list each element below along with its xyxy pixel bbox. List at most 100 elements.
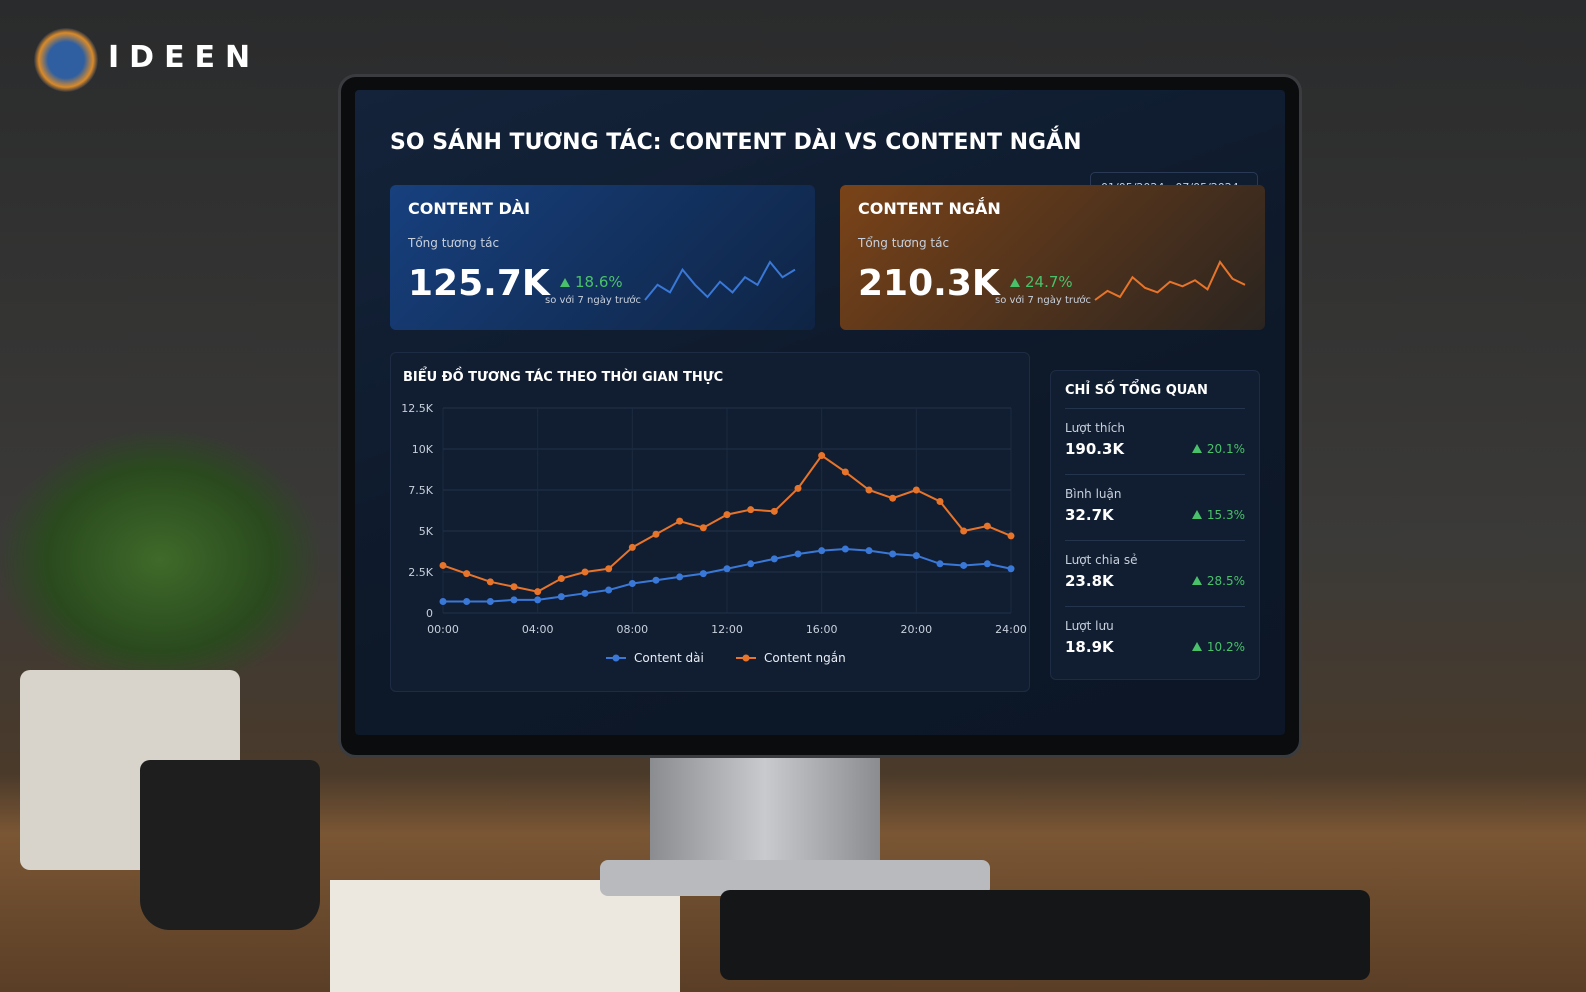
card-label: CONTENT NGẮN xyxy=(858,199,1001,218)
y-tick-label: 5K xyxy=(419,525,434,538)
monitor-stand xyxy=(650,755,880,875)
data-point xyxy=(841,545,849,553)
data-point xyxy=(510,583,518,591)
data-point xyxy=(818,547,826,555)
legend-dot xyxy=(612,654,620,662)
card-value: 210.3K xyxy=(858,263,1000,304)
x-tick-label: 24:00 xyxy=(995,623,1027,636)
data-point xyxy=(581,589,589,597)
data-point xyxy=(865,486,873,494)
data-point xyxy=(747,506,755,514)
overview-item: Lượt thích 190.3K 20.1% xyxy=(1065,409,1245,475)
change-text: 20.1% xyxy=(1206,442,1245,456)
data-point xyxy=(581,568,589,576)
data-point xyxy=(960,561,968,569)
data-point xyxy=(557,593,565,601)
data-point xyxy=(818,452,826,460)
overview-item: Bình luận 32.7K 15.3% xyxy=(1065,475,1245,541)
data-point xyxy=(605,586,613,594)
item-label: Lượt lưu xyxy=(1065,619,1114,633)
up-arrow xyxy=(1191,642,1202,651)
data-point xyxy=(652,530,660,538)
data-point xyxy=(770,507,778,515)
data-point xyxy=(628,579,636,587)
item-label: Lượt chia sẻ xyxy=(1065,553,1138,567)
card-note: so với 7 ngày trước xyxy=(545,295,641,306)
change-text: 24.7% xyxy=(1025,273,1073,291)
card-note: so với 7 ngày trước xyxy=(995,295,1091,306)
overview-item: Lượt lưu 18.9K 10.2% xyxy=(1065,607,1245,673)
data-point xyxy=(1007,532,1015,540)
x-tick-label: 08:00 xyxy=(616,623,648,636)
legend-label: Content dài xyxy=(634,651,704,665)
data-point xyxy=(841,468,849,476)
card-metric: Tổng tương tác xyxy=(408,236,500,250)
up-arrow xyxy=(1191,510,1202,519)
kpi-card: CONTENT DÀI Tổng tương tác 125.7K 18.6% so v… xyxy=(390,185,815,330)
chart-title: BIỂU ĐỒ TƯƠNG TÁC THEO THỜI GIAN THỰC xyxy=(403,367,723,385)
card-change: 24.7% xyxy=(1010,273,1073,291)
data-point xyxy=(912,486,920,494)
up-arrow xyxy=(1191,576,1202,585)
change-text: 28.5% xyxy=(1206,574,1245,588)
x-tick-label: 16:00 xyxy=(806,623,838,636)
x-tick-label: 00:00 xyxy=(427,623,459,636)
data-point xyxy=(960,527,968,535)
item-label: Lượt thích xyxy=(1065,421,1125,435)
up-arrow xyxy=(1191,444,1202,453)
change-text: 10.2% xyxy=(1206,640,1245,654)
data-point xyxy=(486,598,494,606)
data-point xyxy=(676,517,684,525)
sparkline-line xyxy=(644,260,796,301)
plant xyxy=(0,430,320,690)
data-point xyxy=(1007,565,1015,573)
data-point xyxy=(463,570,471,578)
card-value: 125.7K xyxy=(408,263,550,304)
card-metric: Tổng tương tác xyxy=(858,236,950,250)
chart: BIỂU ĐỒ TƯƠNG TÁC THEO THỜI GIAN THỰC 0 2… xyxy=(401,367,1027,665)
data-point xyxy=(723,511,731,519)
up-arrow xyxy=(560,278,570,287)
y-tick-label: 7.5K xyxy=(408,484,433,497)
item-value: 32.7K xyxy=(1065,506,1114,524)
overview-item: Lượt chia sẻ 23.8K 28.5% xyxy=(1065,541,1245,607)
data-point xyxy=(723,565,731,573)
item-value: 190.3K xyxy=(1065,440,1125,458)
data-point xyxy=(605,565,613,573)
data-point xyxy=(557,575,565,583)
mug xyxy=(140,760,320,930)
y-tick-label: 10K xyxy=(412,443,434,456)
up-arrow xyxy=(1010,278,1020,287)
legend-dot xyxy=(742,654,750,662)
data-point xyxy=(439,561,447,569)
sparkline xyxy=(644,260,796,301)
sparkline xyxy=(1094,260,1246,301)
y-tick-label: 0 xyxy=(426,607,433,620)
card-label: CONTENT DÀI xyxy=(408,199,531,218)
data-point xyxy=(794,550,802,558)
overview-panel: CHỈ SỐ TỔNG QUAN Lượt thích 190.3K 20.1% Bì… xyxy=(1050,370,1260,680)
data-point xyxy=(865,547,873,555)
data-point xyxy=(510,596,518,604)
data-point xyxy=(747,560,755,568)
brand: IDEEN xyxy=(108,40,261,75)
item-value: 18.9K xyxy=(1065,638,1114,656)
legend-label: Content ngắn xyxy=(764,651,846,665)
x-tick-label: 20:00 xyxy=(900,623,932,636)
chart-panel: BIỂU ĐỒ TƯƠNG TÁC THEO THỜI GIAN THỰC 0 2… xyxy=(390,352,1030,692)
data-point xyxy=(534,596,542,604)
dashboard-title: SO SÁNH TƯƠNG TÁC: CONTENT DÀI VS CONTEN… xyxy=(390,130,1082,155)
data-point xyxy=(676,573,684,581)
data-point xyxy=(699,570,707,578)
data-point xyxy=(628,543,636,551)
change-text: 15.3% xyxy=(1206,508,1245,522)
notebook xyxy=(330,880,680,992)
item-value: 23.8K xyxy=(1065,572,1114,590)
screen: SO SÁNH TƯƠNG TÁC: CONTENT DÀI VS CONTEN… xyxy=(355,90,1285,735)
data-point xyxy=(983,560,991,568)
data-point xyxy=(463,598,471,606)
item-change: 28.5% xyxy=(1191,574,1245,588)
data-point xyxy=(936,497,944,505)
item-change: 20.1% xyxy=(1191,442,1245,456)
data-point xyxy=(889,550,897,558)
